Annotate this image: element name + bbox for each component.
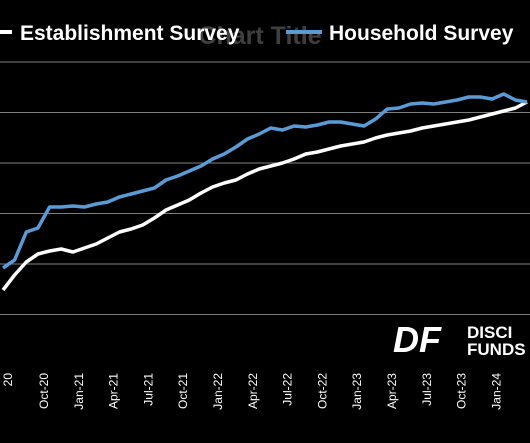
series-line-establishment <box>1 100 528 292</box>
legend-label-establishment: Establishment Survey <box>20 22 240 45</box>
series-line-household <box>2 92 528 270</box>
x-tick-label: Oct-20 <box>37 373 51 409</box>
x-tick-label: 20 <box>1 373 15 387</box>
x-tick-label: Apr-21 <box>107 373 121 409</box>
x-tick-label: Jan-23 <box>350 373 364 410</box>
legend: Establishment Survey Household Survey <box>0 22 514 45</box>
x-tick-label: Oct-22 <box>315 373 329 409</box>
chart-title: Chart Title <box>198 22 321 50</box>
logo-text-line1: DISCI <box>467 323 512 342</box>
x-tick-label: Oct-21 <box>176 373 190 409</box>
series-lines <box>1 92 528 292</box>
x-tick-label: Oct-23 <box>455 373 469 409</box>
x-tick-label: Jul-23 <box>420 373 434 406</box>
disciplined-funds-logo: DF DISCI FUNDS <box>393 319 526 360</box>
logo-df-mark: DF <box>393 319 442 360</box>
grid-lines <box>0 61 530 315</box>
x-tick-label: Jan-21 <box>72 373 86 410</box>
x-tick-label: Jul-21 <box>141 373 155 406</box>
x-axis-tick-labels: 20 Oct-20 Jan-21 Apr-21 Jul-21 Oct-21 Jan-22 Ap… <box>1 373 503 410</box>
x-tick-label: Jan-24 <box>489 373 503 410</box>
x-tick-label: Jan-22 <box>211 373 225 410</box>
logo-text-line2: FUNDS <box>467 340 526 359</box>
legend-label-household: Household Survey <box>329 22 514 45</box>
x-tick-label: Apr-22 <box>246 373 260 409</box>
x-tick-label: Jul-22 <box>281 373 295 406</box>
x-tick-label: Apr-23 <box>385 373 399 409</box>
